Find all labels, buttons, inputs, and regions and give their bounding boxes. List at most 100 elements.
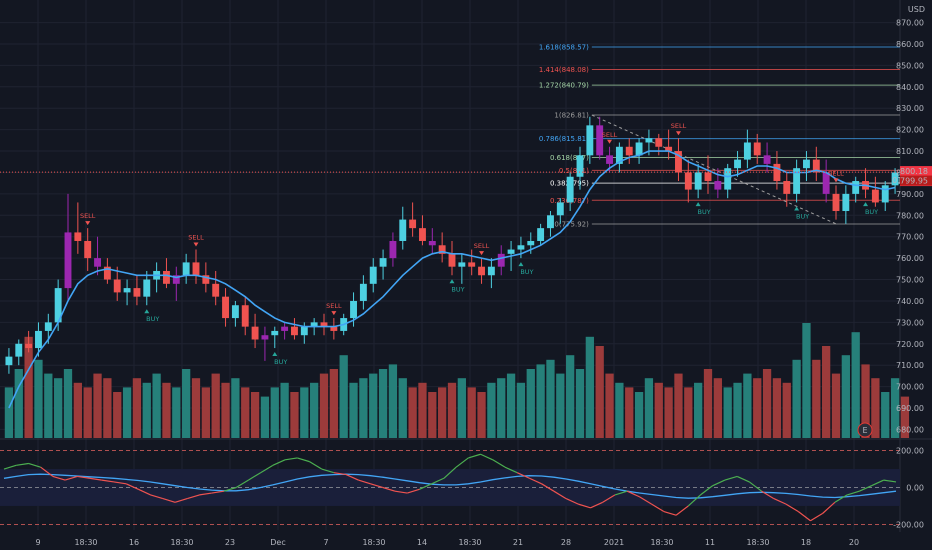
buy-arrow-icon — [695, 202, 701, 207]
time-tick-label: 18:30 — [746, 538, 769, 547]
price-tick-label: 730.00 — [896, 318, 924, 327]
volume-bar — [310, 382, 319, 438]
osc-fast-segment — [199, 492, 212, 496]
candle-body — [399, 219, 407, 241]
price-tick-label: 740.00 — [896, 297, 924, 306]
volume-bar — [753, 378, 762, 438]
candle-body — [734, 159, 741, 169]
osc-fast-segment — [223, 486, 237, 492]
buy-arrow-icon — [794, 206, 800, 211]
volume-bar — [802, 323, 811, 438]
price-tick-label: 840.00 — [896, 83, 924, 92]
volume-bar — [625, 387, 634, 438]
time-tick-label: 28 — [561, 538, 571, 547]
volume-bar — [694, 382, 703, 438]
time-tick-label: 16 — [129, 538, 139, 547]
price-tick-label: 700.00 — [896, 383, 924, 392]
fib-label: 0.5(801) — [559, 167, 589, 175]
candle-body — [35, 330, 42, 349]
candle-body — [359, 283, 367, 301]
time-tick-label: 18:30 — [458, 538, 481, 547]
volume-bar — [871, 378, 880, 438]
time-axis[interactable]: 9 18:30 16 18:30 23 Dec 7 18:30 14 18:30 21 28 2021 1… — [0, 422, 932, 550]
volume-bar — [762, 369, 772, 438]
price-axis[interactable]: 870.00 860.00 850.00 840.00 830.00 820.00 810.… — [0, 19, 932, 530]
fibonacci-levels[interactable]: 1.618(858.57) 1.414(848.08) 1.272(840.79) 1… — [539, 44, 900, 229]
time-tick-label: Dec — [270, 538, 285, 547]
ema-line — [8, 150, 896, 409]
osc-fast-segment — [675, 505, 689, 516]
buy-signal-label: BUY — [451, 285, 464, 293]
time-tick-label: 11 — [705, 538, 715, 547]
time-tick-label: 20 — [849, 538, 859, 547]
price-tick-label: 690.00 — [896, 404, 924, 413]
fib-label: 1.414(848.08) — [539, 66, 589, 74]
candle-body — [842, 193, 850, 212]
osc-fast-segment — [553, 490, 567, 500]
osc-fast-segment — [700, 485, 714, 496]
candle-body — [625, 146, 633, 156]
volume-bar — [408, 387, 417, 438]
volume-bar — [428, 392, 437, 438]
candle-body — [793, 168, 801, 194]
volume-bar — [634, 392, 644, 438]
volume-bar — [152, 373, 161, 438]
candle-body — [44, 322, 52, 331]
candlestick-series — [5, 116, 899, 374]
volume-bar — [329, 369, 338, 438]
osc-fast-segment — [309, 461, 323, 470]
sell-signal-label: SELL — [828, 169, 844, 177]
volume-bar — [782, 382, 791, 438]
candle-body — [527, 240, 535, 246]
candle-body — [143, 279, 151, 297]
volume-bar — [280, 382, 289, 438]
ema-polyline — [8, 150, 896, 409]
volume-bar — [83, 387, 92, 438]
volume-bar — [73, 382, 82, 438]
price-tick-label: 750.00 — [896, 276, 924, 285]
candle-body — [753, 142, 761, 156]
candle-body — [803, 159, 810, 169]
osc-fast-segment — [187, 494, 200, 500]
volume-bar — [566, 355, 575, 438]
candle-body — [409, 219, 417, 229]
volume-bar — [605, 373, 614, 438]
price-tick-label: 680.00 — [896, 425, 924, 434]
volume-bar — [792, 359, 801, 438]
candle-body — [596, 125, 604, 156]
volume-bar — [319, 373, 329, 438]
candle-body — [537, 228, 545, 241]
sell-arrow-icon — [331, 311, 337, 316]
volume-bar — [841, 355, 850, 438]
osc-fast-segment — [834, 494, 848, 503]
time-tick-label: 9 — [35, 538, 40, 547]
candle-body — [881, 185, 889, 203]
price-tick-label: 850.00 — [896, 61, 924, 70]
volume-bar — [172, 387, 181, 438]
volume-bar — [241, 387, 250, 438]
candle-body — [724, 168, 732, 190]
volume-bar — [14, 369, 23, 438]
volume-bar — [516, 382, 526, 438]
volume-bar — [526, 369, 535, 438]
candle-body — [714, 181, 722, 190]
candle-body — [251, 326, 259, 340]
time-tick-label: 18 — [801, 538, 811, 547]
volume-bar — [221, 382, 230, 438]
candle-body — [231, 305, 239, 319]
volume-bar — [438, 387, 447, 438]
candle-body — [891, 172, 899, 186]
osc-fast-segment — [749, 481, 762, 492]
volume-bar — [713, 378, 722, 438]
volume-bar — [654, 382, 663, 438]
osc-fast-segment — [260, 464, 274, 474]
volume-bar — [250, 392, 260, 438]
volume-bar — [447, 382, 457, 438]
osc-slow-line — [3, 473, 897, 499]
volume-bar — [733, 382, 742, 438]
buy-signal-label: BUY — [698, 208, 711, 216]
volume-bar — [388, 364, 398, 438]
osc-fast-segment — [578, 503, 591, 509]
